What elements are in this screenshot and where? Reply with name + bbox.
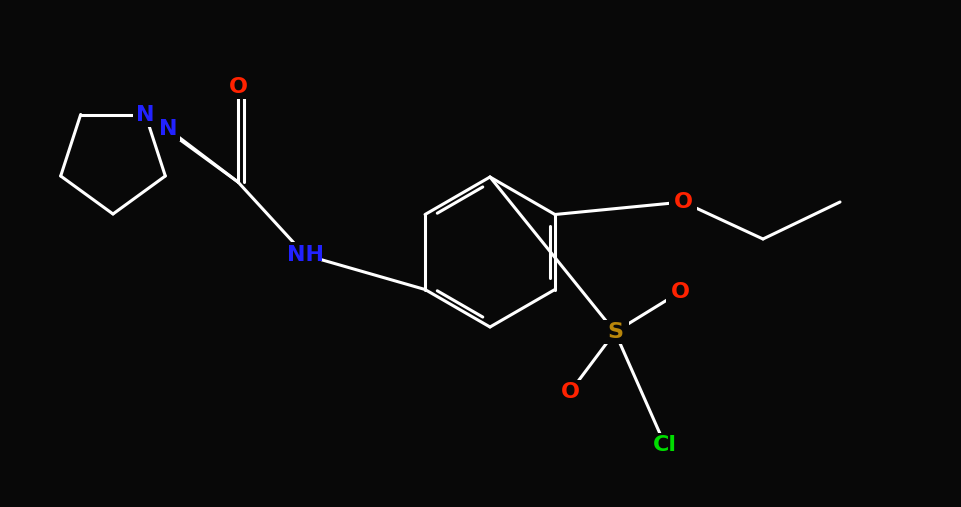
Text: O: O bbox=[229, 77, 248, 97]
Text: S: S bbox=[607, 322, 623, 342]
Bar bbox=[156, 117, 180, 141]
Bar bbox=[224, 75, 252, 99]
Bar bbox=[666, 280, 694, 304]
Bar bbox=[601, 320, 629, 344]
Bar bbox=[289, 242, 321, 268]
Bar bbox=[134, 102, 158, 127]
Text: Cl: Cl bbox=[653, 435, 677, 455]
Bar bbox=[156, 117, 180, 141]
Text: N: N bbox=[159, 119, 177, 139]
Bar bbox=[669, 190, 697, 214]
Text: O: O bbox=[671, 282, 689, 302]
Text: O: O bbox=[560, 382, 579, 402]
Text: NH: NH bbox=[286, 245, 324, 265]
Bar bbox=[556, 380, 584, 404]
Text: N: N bbox=[136, 104, 155, 125]
Bar bbox=[651, 433, 679, 457]
Text: O: O bbox=[674, 192, 693, 212]
